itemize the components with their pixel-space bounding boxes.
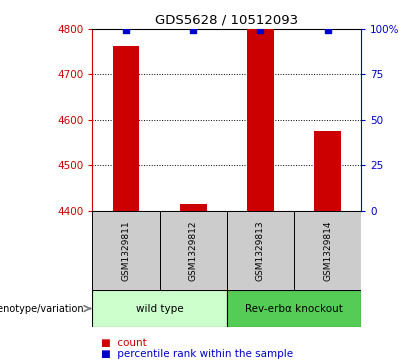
Point [257, 27, 264, 33]
Text: GSM1329813: GSM1329813 [256, 220, 265, 281]
Bar [227, 290, 361, 327]
Bar [180, 204, 207, 211]
Text: ■  percentile rank within the sample: ■ percentile rank within the sample [101, 349, 293, 359]
Bar [92, 211, 160, 290]
Title: GDS5628 / 10512093: GDS5628 / 10512093 [155, 13, 298, 26]
Text: genotype/variation: genotype/variation [0, 303, 84, 314]
Bar [113, 46, 139, 211]
Bar [92, 290, 227, 327]
Text: GSM1329812: GSM1329812 [189, 220, 198, 281]
Text: ■  count: ■ count [101, 338, 147, 348]
Text: wild type: wild type [136, 303, 184, 314]
Bar [247, 29, 274, 211]
Text: Rev-erbα knockout: Rev-erbα knockout [245, 303, 343, 314]
Point [190, 27, 197, 33]
Point [123, 27, 129, 33]
Bar [227, 211, 294, 290]
Bar [294, 211, 361, 290]
Text: GSM1329814: GSM1329814 [323, 220, 332, 281]
Bar [314, 131, 341, 211]
Bar [160, 211, 227, 290]
Point [324, 27, 331, 33]
Text: GSM1329811: GSM1329811 [121, 220, 131, 281]
